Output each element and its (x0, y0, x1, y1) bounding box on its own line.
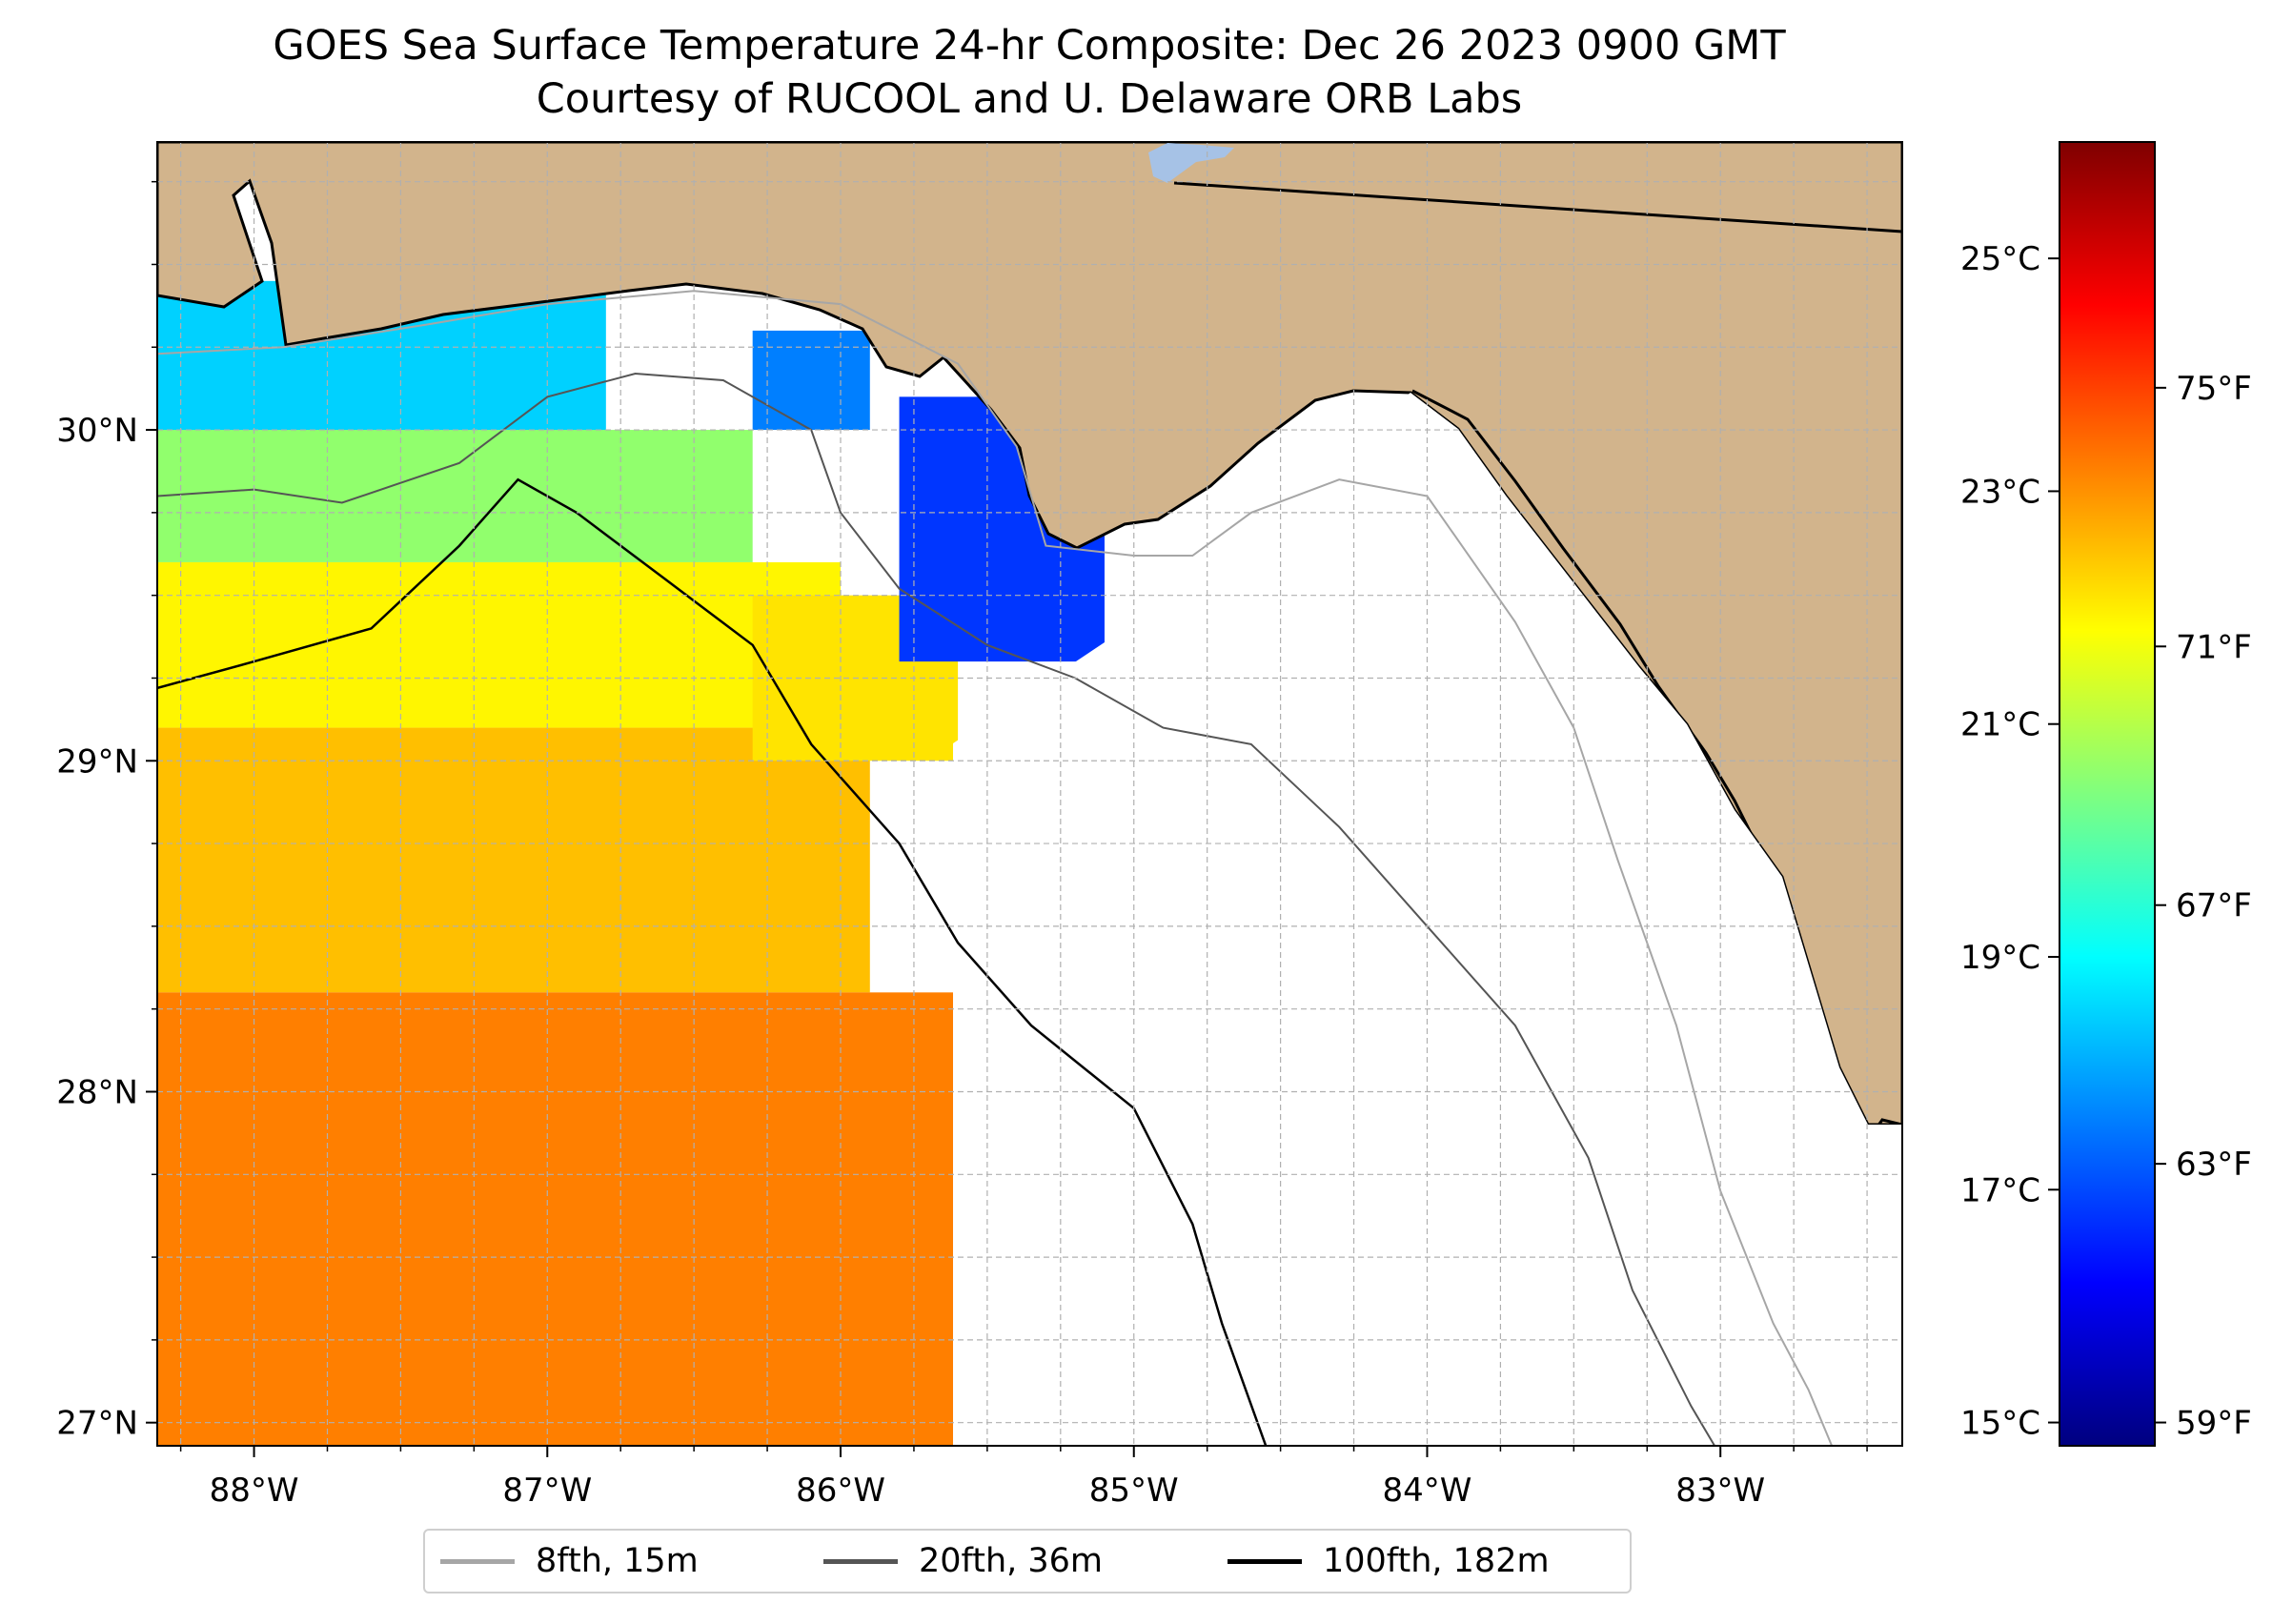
colorbar-c-label: 17°C (1960, 1171, 2040, 1209)
colorbar-ticks: 15°C 17°C 19°C 21°C 23°C 25°C 59°F 63°F 67°F 71°F… (1960, 240, 2252, 1442)
legend-item-8fth: 8fth, 15m (440, 1531, 699, 1592)
chart-subtitle: Courtesy of RUCOOL and U. Delaware ORB L… (536, 75, 1523, 123)
legend-swatch-20fth (823, 1558, 898, 1564)
colorbar-c-label: 23°C (1960, 473, 2040, 511)
sst-region-4 (157, 992, 987, 1446)
lat-tick-label: 27°N (56, 1405, 138, 1443)
map-frame (156, 141, 1903, 1447)
legend-label-8fth: 8fth, 15m (536, 1542, 699, 1580)
state-border (1173, 181, 1902, 233)
colorbar-c-label: 21°C (1960, 706, 2040, 744)
lat-tick-label: 30°N (56, 412, 138, 450)
lon-tick-label: 86°W (796, 1472, 885, 1510)
sst-region-3 (157, 727, 870, 993)
legend-item-20fth: 20fth, 36m (823, 1531, 1103, 1592)
gridlines (157, 142, 1902, 1446)
sst-region-7 (752, 330, 870, 431)
legend-swatch-100fth (1228, 1558, 1302, 1564)
isobath-line-2 (157, 477, 1268, 1446)
isobath-line-1 (157, 372, 1715, 1446)
colorbar (2059, 141, 2156, 1447)
bay-blue (1148, 143, 1234, 183)
lon-tick-label: 85°W (1089, 1472, 1179, 1510)
colorbar-f-label: 67°F (2176, 887, 2252, 925)
lat-tick-label: 28°N (56, 1073, 138, 1111)
map-axis-ticks: 88°W 87°W 86°W 85°W 84°W 83°W 27°N 28°N 29°N 30°N (56, 180, 1868, 1510)
lon-tick-label: 83°W (1675, 1472, 1765, 1510)
chart-title: GOES Sea Surface Temperature 24-hr Compo… (273, 22, 1786, 70)
legend-label-20fth: 20fth, 36m (919, 1542, 1104, 1580)
lon-tick-label: 88°W (210, 1472, 299, 1510)
legend-swatch-8fth (440, 1558, 515, 1564)
lon-tick-label: 84°W (1383, 1472, 1472, 1510)
colorbar-f-label: 63°F (2176, 1146, 2252, 1184)
colorbar-f-label: 71°F (2176, 628, 2252, 666)
isobath-legend: 8fth, 15m 20fth, 36m 100fth, 182m (423, 1529, 1632, 1594)
colorbar-f-label: 59°F (2176, 1405, 2252, 1443)
lon-tick-label: 87°W (502, 1472, 592, 1510)
lat-tick-label: 29°N (56, 742, 138, 781)
sst-region-2 (157, 561, 842, 728)
legend-item-100fth: 100fth, 182m (1228, 1531, 1550, 1592)
colorbar-f-label: 75°F (2176, 370, 2252, 408)
colorbar-c-label: 19°C (1960, 939, 2040, 977)
colorbar-c-label: 25°C (1960, 240, 2040, 278)
colorbar-c-label: 15°C (1960, 1405, 2040, 1443)
legend-label-100fth: 100fth, 182m (1323, 1542, 1550, 1580)
sst-region-1 (157, 430, 753, 562)
